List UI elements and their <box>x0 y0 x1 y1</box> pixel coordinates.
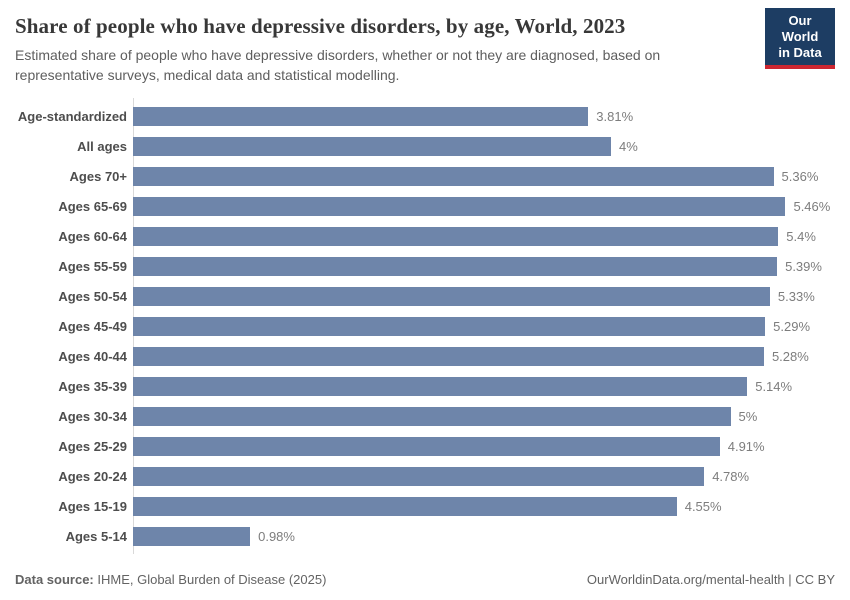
category-label: Ages 70+ <box>69 168 127 184</box>
bar-track: 4.78% <box>133 466 850 486</box>
category-label: Ages 55-59 <box>58 258 127 274</box>
bar-track: 5% <box>133 406 850 426</box>
bar[interactable] <box>133 526 251 546</box>
owid-logo[interactable]: Our World in Data <box>765 8 835 69</box>
chart-footer: Data source: IHME, Global Burden of Dise… <box>15 572 835 587</box>
value-label: 5.28% <box>771 348 809 364</box>
bar[interactable] <box>133 406 731 426</box>
category-label: Ages 40-44 <box>58 348 127 364</box>
value-label: 5.33% <box>777 288 815 304</box>
chart-header: Share of people who have depressive diso… <box>15 8 835 85</box>
bar[interactable] <box>133 286 770 306</box>
bar[interactable] <box>133 376 748 396</box>
category-label: Ages 20-24 <box>58 468 127 484</box>
title-block: Share of people who have depressive diso… <box>15 14 715 85</box>
bar[interactable] <box>133 256 778 276</box>
category-label: Ages 30-34 <box>58 408 127 424</box>
value-label: 5.46% <box>793 198 831 214</box>
bar[interactable] <box>133 346 764 366</box>
value-label: 4.91% <box>727 438 765 454</box>
value-label: 5.36% <box>781 168 819 184</box>
value-label: 5.29% <box>773 318 811 334</box>
value-label: 5.4% <box>786 228 816 244</box>
bar-track: 5.4% <box>133 226 850 246</box>
bar-row: Ages 20-24 4.78% <box>15 461 850 491</box>
bar[interactable] <box>133 496 677 516</box>
bar-row: Age-standardized 3.81% <box>15 101 850 131</box>
value-label: 3.81% <box>596 108 634 124</box>
bar-track: 4% <box>133 136 850 156</box>
value-label: 0.98% <box>258 528 295 544</box>
bar-track: 5.33% <box>133 286 850 306</box>
chart-subtitle: Estimated share of people who have depre… <box>15 47 661 83</box>
bar-row: Ages 50-54 5.33% <box>15 281 850 311</box>
value-label: 5% <box>738 408 758 424</box>
bar-row: Ages 45-49 5.29% <box>15 311 850 341</box>
owid-logo-line2: in Data <box>778 45 822 60</box>
bar-track: 0.98% <box>133 526 850 546</box>
bar[interactable] <box>133 466 705 486</box>
bar[interactable] <box>133 226 779 246</box>
bar-row: Ages 25-29 4.91% <box>15 431 850 461</box>
bar-row: Ages 5-14 0.98% <box>15 521 850 551</box>
category-label: Ages 5-14 <box>65 528 127 544</box>
bar-rows: Age-standardized 3.81% All ages 4% Ages … <box>15 101 850 551</box>
data-source-label: Data source: <box>15 572 94 587</box>
bar-track: 5.36% <box>133 166 850 186</box>
category-label: Ages 35-39 <box>58 378 127 394</box>
bar-row: Ages 70+ 5.36% <box>15 161 850 191</box>
value-label: 4.78% <box>712 468 750 484</box>
bar-row: Ages 35-39 5.14% <box>15 371 850 401</box>
category-label: All ages <box>77 138 127 154</box>
value-label: 4% <box>619 138 638 154</box>
category-label: Ages 25-29 <box>58 438 127 454</box>
bar[interactable] <box>133 136 611 156</box>
bar-track: 3.81% <box>133 106 850 126</box>
bar-chart: Age-standardized 3.81% All ages 4% Ages … <box>15 98 850 555</box>
bar[interactable] <box>133 316 766 336</box>
category-label: Ages 45-49 <box>58 318 127 334</box>
bar-row: All ages 4% <box>15 131 850 161</box>
credit-link[interactable]: OurWorldinData.org/mental-health | CC BY <box>586 572 835 587</box>
category-label: Ages 50-54 <box>58 288 127 304</box>
value-label: 4.55% <box>684 498 722 514</box>
bar[interactable] <box>133 196 786 216</box>
bar-row: Ages 15-19 4.55% <box>15 491 850 521</box>
page-title: Share of people who have depressive diso… <box>15 14 626 38</box>
bar-row: Ages 55-59 5.39% <box>15 251 850 281</box>
bar-row: Ages 65-69 5.46% <box>15 191 850 221</box>
data-source-text: IHME, Global Burden of Disease (2025) <box>97 572 327 587</box>
bar-row: Ages 40-44 5.28% <box>15 341 850 371</box>
category-label: Ages 60-64 <box>58 228 127 244</box>
bar-track: 5.28% <box>133 346 850 366</box>
bar-track: 4.91% <box>133 436 850 456</box>
bar-track: 5.46% <box>133 196 850 216</box>
value-label: 5.39% <box>785 258 822 274</box>
value-label: 5.14% <box>755 378 793 394</box>
bar[interactable] <box>133 436 720 456</box>
data-source: Data source: IHME, Global Burden of Dise… <box>15 572 326 587</box>
bar-track: 5.14% <box>133 376 850 396</box>
bar[interactable] <box>133 106 589 126</box>
category-label: Age-standardized <box>17 108 127 124</box>
bar-row: Ages 30-34 5% <box>15 401 850 431</box>
bar-track: 5.39% <box>133 256 850 276</box>
owid-logo-line1: Our World <box>781 13 819 44</box>
bar-track: 5.29% <box>133 316 850 336</box>
category-label: Ages 65-69 <box>58 198 127 214</box>
category-label: Ages 15-19 <box>58 498 127 514</box>
bar-row: Ages 60-64 5.4% <box>15 221 850 251</box>
bar-track: 4.55% <box>133 496 850 516</box>
bar[interactable] <box>133 166 774 186</box>
